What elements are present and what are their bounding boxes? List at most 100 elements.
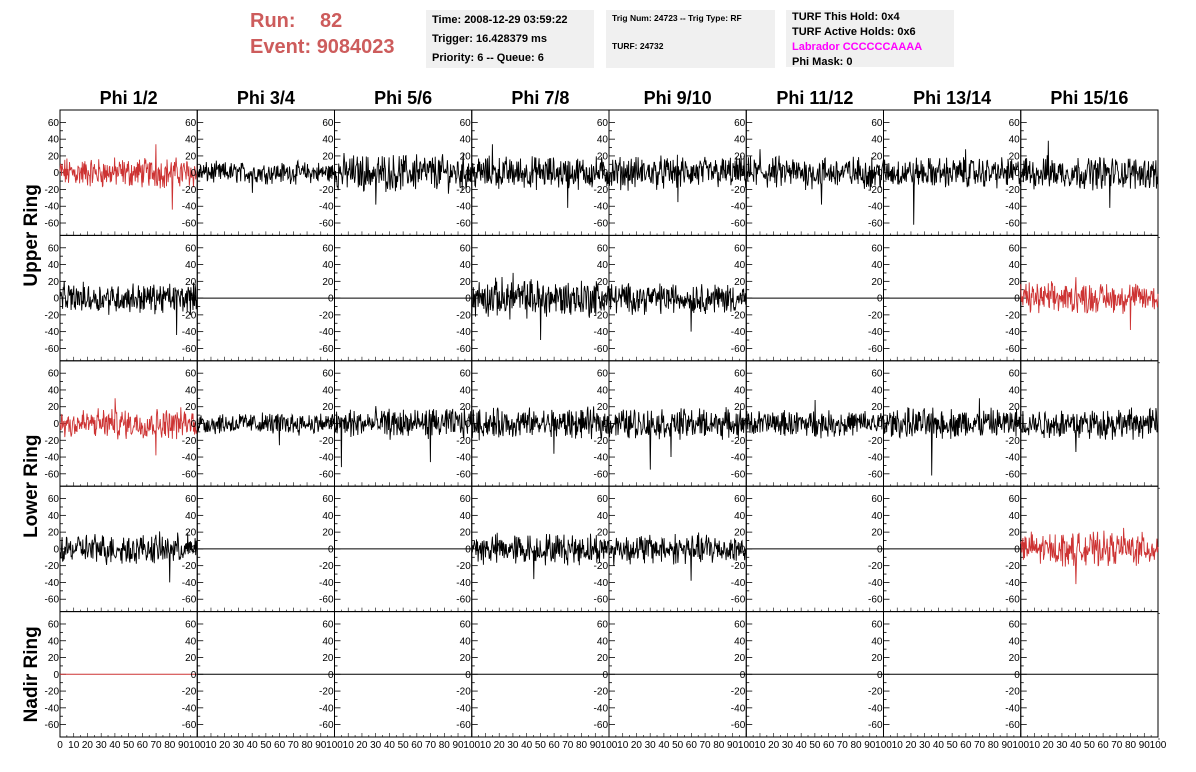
x-tick-label: 40 — [109, 740, 121, 751]
y-tick-label: 20 — [185, 402, 197, 413]
y-tick-label: -60 — [594, 344, 609, 355]
y-tick-label: -60 — [731, 595, 746, 606]
trace-line — [745, 399, 884, 439]
y-tick-label: -60 — [594, 720, 609, 731]
ring-label: Upper Ring — [21, 184, 42, 286]
y-tick-label: -20 — [1005, 561, 1020, 572]
y-tick-label: 20 — [322, 528, 334, 539]
y-tick-label: -40 — [456, 202, 471, 213]
y-tick-label: -40 — [731, 202, 746, 213]
y-tick-label: -20 — [45, 561, 60, 572]
x-tick-label: 60 — [411, 740, 423, 751]
y-tick-label: -40 — [319, 453, 334, 464]
trace-line — [608, 283, 747, 332]
x-tick-label: 100 — [738, 740, 755, 751]
y-tick-label: 60 — [322, 369, 334, 380]
y-tick-label: 20 — [460, 653, 472, 664]
trig-num-text: Trig Num: 24723 -- Trig Type: RF — [612, 13, 742, 23]
y-tick-label: 40 — [597, 385, 609, 396]
x-tick-label: 20 — [494, 740, 506, 751]
y-tick-label: 20 — [185, 653, 197, 664]
run-value: 82 — [320, 10, 343, 32]
x-tick-label: 60 — [686, 740, 698, 751]
trace-line — [1020, 140, 1159, 208]
y-tick-label: 0 — [53, 168, 59, 179]
x-tick-label: 40 — [796, 740, 808, 751]
x-tick-label: 30 — [96, 740, 108, 751]
y-tick-label: -20 — [731, 561, 746, 572]
y-tick-label: -40 — [45, 453, 60, 464]
trace-line — [1020, 277, 1159, 331]
y-tick-label: 40 — [871, 636, 883, 647]
y-tick-label: 20 — [597, 528, 609, 539]
y-tick-label: 0 — [328, 670, 334, 681]
y-tick-label: -20 — [319, 185, 334, 196]
x-tick-label: 30 — [645, 740, 657, 751]
x-tick-label: 20 — [219, 740, 231, 751]
y-tick-label: -40 — [594, 578, 609, 589]
column-title: Phi 5/6 — [374, 88, 432, 108]
trace-line — [608, 407, 747, 470]
y-tick-label: 40 — [322, 636, 334, 647]
x-tick-label: 70 — [1111, 740, 1123, 751]
y-tick-label: 60 — [871, 619, 883, 630]
y-tick-label: -60 — [868, 720, 883, 731]
x-tick-label: 50 — [398, 740, 410, 751]
x-tick-label: 90 — [315, 740, 327, 751]
y-tick-label: 40 — [1009, 511, 1021, 522]
y-tick-label: -60 — [319, 720, 334, 731]
x-tick-label: 60 — [549, 740, 561, 751]
y-tick-label: 0 — [328, 419, 334, 430]
x-tick-label: 40 — [933, 740, 945, 751]
y-tick-label: -40 — [868, 453, 883, 464]
event-label: Event: — [250, 36, 312, 58]
y-tick-label: -20 — [456, 185, 471, 196]
y-tick-label: 60 — [734, 369, 746, 380]
y-tick-label: 40 — [734, 511, 746, 522]
y-tick-label: 60 — [185, 243, 197, 254]
y-tick-label: -60 — [1005, 469, 1020, 480]
trace-line — [471, 532, 610, 580]
y-tick-label: 40 — [871, 385, 883, 396]
y-tick-label: -60 — [45, 720, 60, 731]
y-tick-label: 0 — [602, 168, 608, 179]
y-tick-label: -20 — [182, 687, 197, 698]
x-tick-label: 30 — [919, 740, 931, 751]
x-tick-label: 80 — [988, 740, 1000, 751]
y-tick-label: -40 — [456, 703, 471, 714]
y-tick-label: 20 — [48, 653, 60, 664]
y-tick-label: -20 — [868, 310, 883, 321]
x-tick-label: 80 — [713, 740, 725, 751]
y-tick-label: -60 — [456, 469, 471, 480]
x-tick-label: 20 — [631, 740, 643, 751]
time-text: Time: 2008-12-29 03:59:22 — [432, 14, 568, 26]
y-tick-label: 60 — [734, 243, 746, 254]
y-tick-label: -40 — [1005, 453, 1020, 464]
y-tick-label: -60 — [45, 219, 60, 230]
y-tick-label: -60 — [1005, 595, 1020, 606]
trace-line — [334, 152, 473, 205]
y-tick-label: -20 — [731, 310, 746, 321]
y-tick-label: 40 — [460, 260, 472, 271]
y-tick-label: 60 — [185, 619, 197, 630]
y-tick-label: 40 — [48, 636, 60, 647]
y-tick-label: 20 — [460, 277, 472, 288]
y-tick-label: 40 — [460, 385, 472, 396]
y-tick-label: 40 — [871, 135, 883, 146]
y-tick-label: 0 — [191, 419, 197, 430]
column-title: Phi 1/2 — [100, 88, 158, 108]
x-tick-label: 30 — [782, 740, 794, 751]
y-tick-label: 0 — [465, 670, 471, 681]
trace-line — [59, 531, 198, 583]
y-tick-label: 0 — [328, 544, 334, 555]
y-tick-label: -40 — [182, 202, 197, 213]
y-tick-label: 60 — [460, 369, 472, 380]
y-tick-label: -40 — [731, 453, 746, 464]
y-tick-label: 60 — [322, 494, 334, 505]
y-tick-label: 20 — [322, 277, 334, 288]
y-tick-label: -60 — [456, 595, 471, 606]
y-tick-label: 60 — [460, 243, 472, 254]
y-tick-label: -40 — [731, 703, 746, 714]
y-tick-label: -20 — [182, 310, 197, 321]
y-tick-label: 20 — [734, 653, 746, 664]
